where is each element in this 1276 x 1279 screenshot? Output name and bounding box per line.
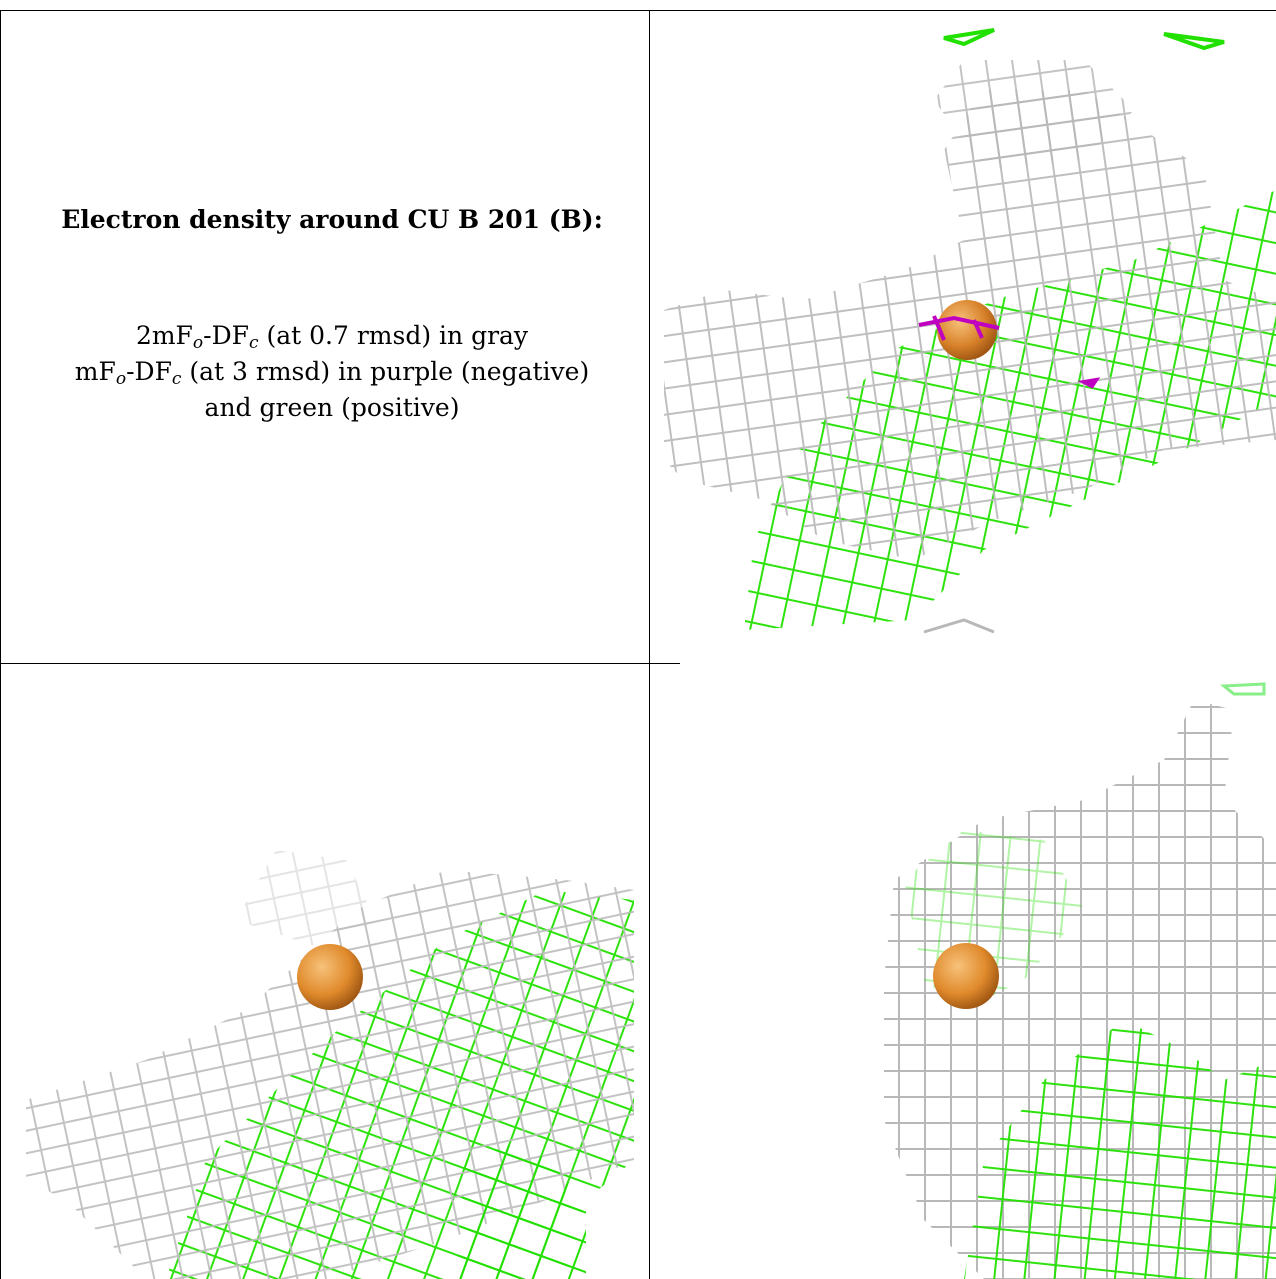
gray-mesh-faint: [236, 850, 376, 950]
caption-subscript: o: [192, 333, 204, 353]
caption-subscript: c: [171, 369, 182, 389]
density-view-bottom-left: [26, 680, 634, 1279]
density-mesh-view: [664, 28, 1276, 634]
density-view-top-right: [664, 20, 1276, 640]
density-mesh-view: [26, 850, 634, 1279]
copper-atom-sphere: [297, 944, 363, 1010]
green-mesh-top-fragment: [1219, 682, 1266, 696]
green-mesh-top-fragment: [943, 28, 1225, 51]
copper-atom-sphere: [933, 943, 999, 1009]
caption-line-3: and green (positive): [204, 393, 460, 422]
border-middle-horizontal: [0, 663, 680, 664]
caption-text: (at 3 rmsd) in purple (negative): [181, 357, 590, 386]
gray-mesh-top: [934, 60, 1134, 170]
green-mesh-bottom-fragment: [923, 618, 995, 634]
caption-line-2: mFo-DFc (at 3 rmsd) in purple (negative): [12, 354, 652, 390]
caption-text: (at 0.7 rmsd) in gray: [258, 321, 529, 350]
caption-title: Electron density around CU B 201 (B):: [61, 205, 603, 234]
border-middle-vertical: [649, 10, 650, 1279]
caption-line-1: 2mFo-DFc (at 0.7 rmsd) in gray: [12, 318, 652, 354]
border-left: [0, 10, 1, 1279]
green-mesh-lower: [456, 1140, 586, 1279]
caption-text: mF: [74, 357, 116, 386]
caption-cell: Electron density around CU B 201 (B): 2m…: [12, 0, 652, 660]
caption-text: 2mF: [135, 321, 193, 350]
purple-negative-mesh: [918, 315, 1000, 341]
copper-atom-sphere: [937, 300, 997, 360]
caption-text: -DF: [203, 321, 249, 350]
purple-negative-mesh-small: [1077, 377, 1101, 389]
border-top: [0, 10, 1276, 11]
caption-text: -DF: [126, 357, 172, 386]
density-view-bottom-right: [664, 680, 1276, 1279]
caption-subscript: c: [249, 333, 259, 353]
caption-subscript: o: [115, 369, 127, 389]
caption-body: 2mFo-DFc (at 0.7 rmsd) in gray mFo-DFc (…: [12, 318, 652, 426]
density-mesh-view: [884, 682, 1276, 1279]
green-positive-mesh: [964, 1020, 1276, 1279]
